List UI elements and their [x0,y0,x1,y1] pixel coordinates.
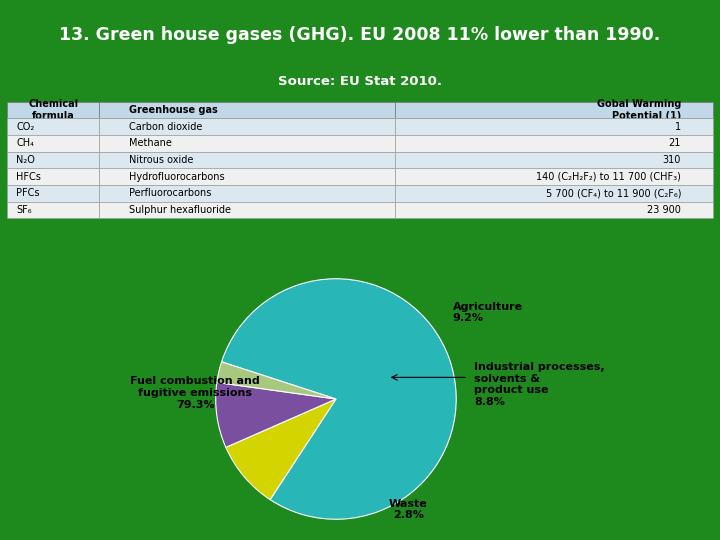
Wedge shape [226,399,336,500]
Text: 13. Green house gases (GHG). EU 2008 11% lower than 1990.: 13. Green house gases (GHG). EU 2008 11%… [59,26,661,44]
Text: Industrial processes,
solvents &
product use
8.8%: Industrial processes, solvents & product… [474,362,605,407]
Text: Agriculture
9.2%: Agriculture 9.2% [453,302,523,323]
Text: Fuel combustion and
fugitive emissions
79.3%: Fuel combustion and fugitive emissions 7… [130,376,260,410]
Text: Source: EU Stat 2010.: Source: EU Stat 2010. [278,75,442,88]
Text: Waste
2.8%: Waste 2.8% [389,499,428,521]
Wedge shape [216,382,336,447]
Wedge shape [217,362,336,399]
Wedge shape [222,279,456,519]
